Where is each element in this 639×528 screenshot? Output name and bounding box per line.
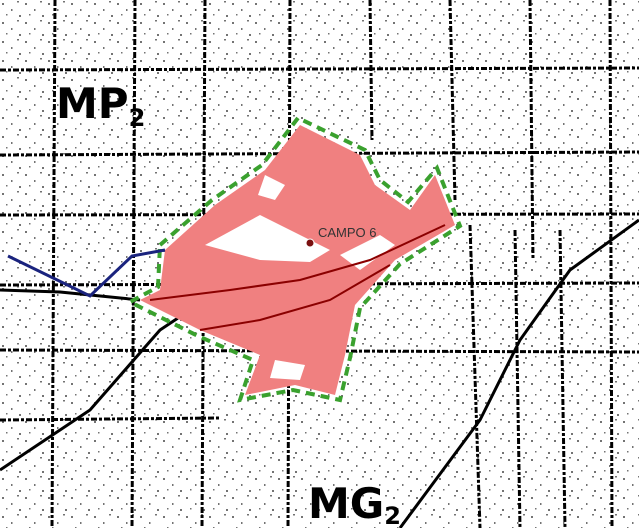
marker-dot	[306, 239, 314, 247]
region-name: MG	[308, 479, 384, 528]
region-subscript: 2	[129, 104, 146, 132]
map: CAMPO 6 MP2 MG2	[0, 0, 639, 528]
region-subscript: 2	[384, 502, 401, 528]
marker-label: CAMPO 6	[318, 225, 377, 240]
page: CAMPO 6 MP2 MG2 (() => { const data = JS…	[0, 0, 639, 528]
region-name: MP	[56, 79, 129, 128]
